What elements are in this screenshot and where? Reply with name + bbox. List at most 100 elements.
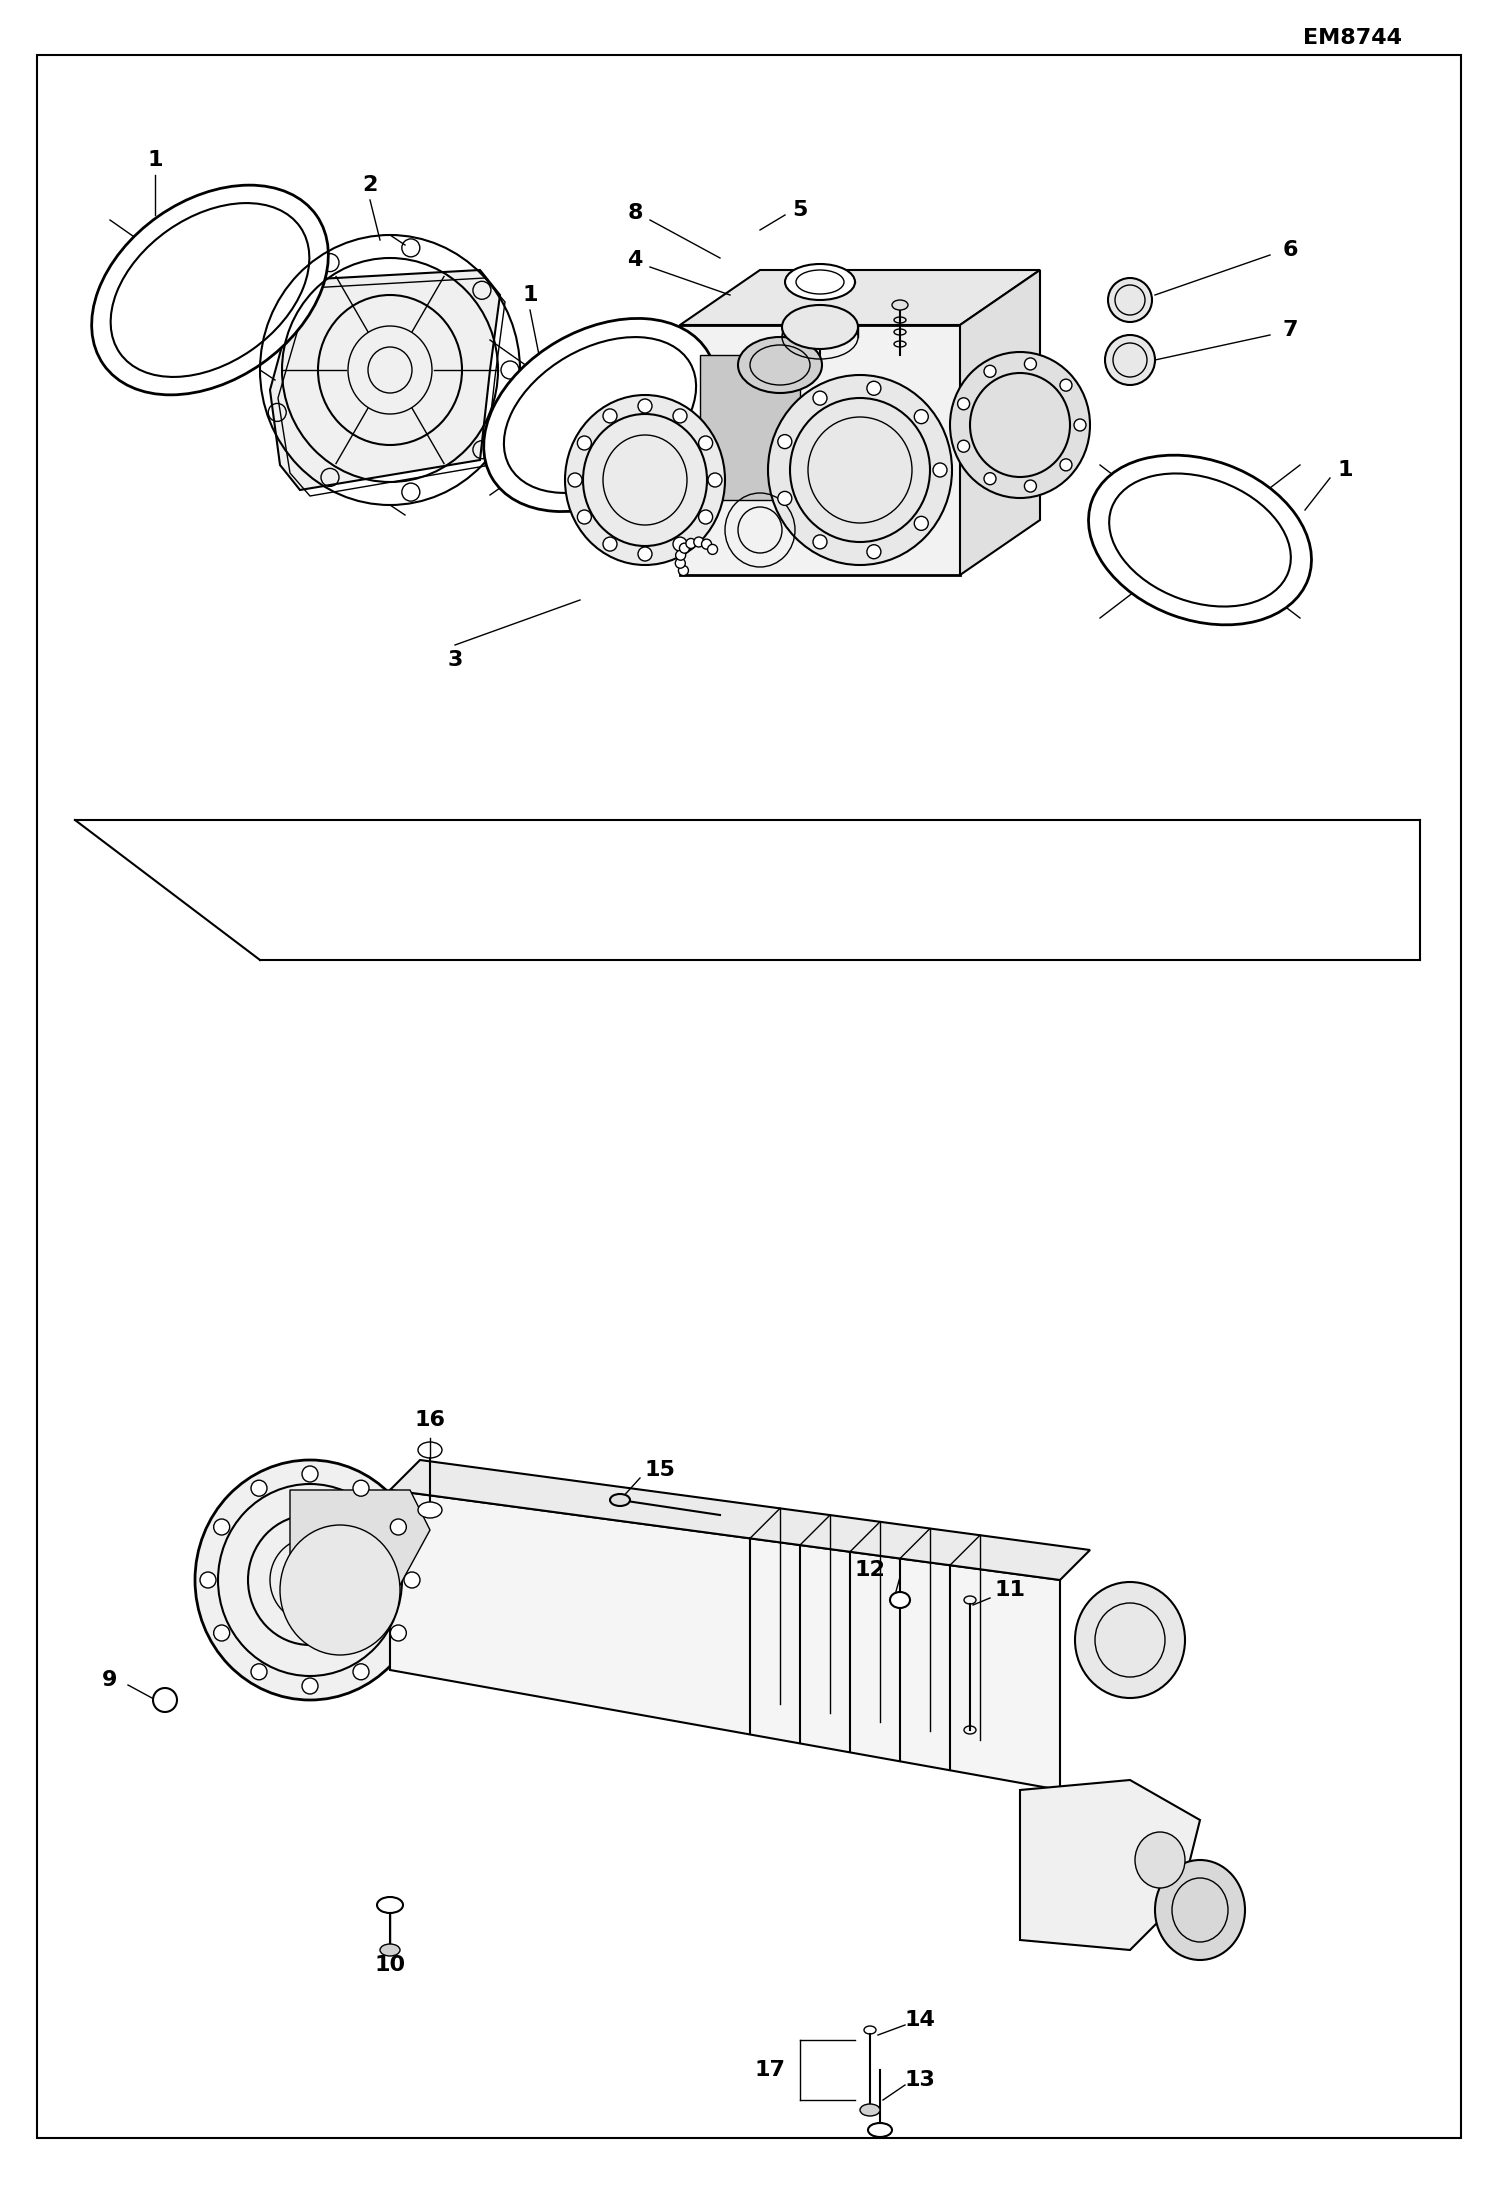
Ellipse shape: [1074, 419, 1086, 432]
Ellipse shape: [950, 353, 1091, 498]
Ellipse shape: [1109, 279, 1152, 322]
Polygon shape: [389, 1461, 1091, 1579]
Ellipse shape: [1155, 1860, 1245, 1961]
Text: 12: 12: [854, 1559, 885, 1579]
Ellipse shape: [380, 1943, 400, 1956]
Text: 13: 13: [905, 2070, 935, 2090]
Text: 8: 8: [628, 204, 643, 224]
Ellipse shape: [214, 1625, 229, 1640]
Ellipse shape: [698, 511, 713, 524]
Ellipse shape: [1076, 1581, 1185, 1697]
Ellipse shape: [201, 1572, 216, 1588]
Text: 16: 16: [415, 1410, 445, 1430]
Ellipse shape: [610, 1493, 631, 1507]
Ellipse shape: [867, 544, 881, 559]
Ellipse shape: [1061, 379, 1073, 390]
Ellipse shape: [867, 2123, 891, 2136]
Text: 10: 10: [374, 1954, 406, 1976]
Ellipse shape: [638, 546, 652, 561]
Ellipse shape: [1025, 357, 1037, 371]
Ellipse shape: [91, 184, 328, 395]
Ellipse shape: [984, 366, 996, 377]
Ellipse shape: [195, 1461, 425, 1700]
Ellipse shape: [377, 1897, 403, 1912]
Ellipse shape: [933, 463, 947, 478]
Ellipse shape: [777, 434, 792, 450]
Text: 6: 6: [1282, 239, 1297, 261]
Ellipse shape: [686, 539, 697, 548]
Ellipse shape: [676, 550, 686, 559]
Text: 1: 1: [147, 149, 163, 171]
Polygon shape: [1020, 1781, 1200, 1950]
Polygon shape: [680, 325, 960, 575]
Ellipse shape: [957, 397, 969, 410]
Ellipse shape: [785, 263, 855, 300]
Ellipse shape: [153, 1689, 177, 1713]
Ellipse shape: [694, 537, 704, 546]
Text: 4: 4: [628, 250, 643, 270]
Ellipse shape: [860, 2103, 879, 2116]
Ellipse shape: [303, 1678, 318, 1693]
Ellipse shape: [914, 515, 929, 531]
Ellipse shape: [891, 300, 908, 309]
Ellipse shape: [404, 1572, 419, 1588]
Ellipse shape: [1061, 458, 1073, 471]
Ellipse shape: [484, 318, 716, 511]
Polygon shape: [291, 1489, 430, 1640]
Text: 9: 9: [102, 1671, 118, 1691]
Text: 15: 15: [644, 1461, 676, 1480]
Ellipse shape: [604, 408, 617, 423]
Text: 11: 11: [995, 1579, 1026, 1601]
Ellipse shape: [698, 436, 713, 450]
Ellipse shape: [673, 408, 688, 423]
Ellipse shape: [568, 474, 583, 487]
Ellipse shape: [638, 399, 652, 412]
Text: 3: 3: [448, 649, 463, 671]
Ellipse shape: [1135, 1831, 1185, 1888]
Ellipse shape: [354, 1480, 369, 1496]
Ellipse shape: [673, 537, 688, 550]
Ellipse shape: [1106, 336, 1155, 386]
Ellipse shape: [813, 390, 827, 406]
Ellipse shape: [676, 559, 685, 568]
Ellipse shape: [701, 539, 712, 548]
Ellipse shape: [1089, 456, 1311, 625]
Ellipse shape: [604, 537, 617, 550]
Text: 7: 7: [1282, 320, 1297, 340]
Ellipse shape: [707, 544, 718, 555]
Ellipse shape: [813, 535, 827, 548]
Text: 2: 2: [363, 175, 377, 195]
Ellipse shape: [914, 410, 929, 423]
Polygon shape: [960, 270, 1040, 575]
Ellipse shape: [782, 305, 858, 349]
Ellipse shape: [252, 1480, 267, 1496]
Text: EM8744: EM8744: [1303, 29, 1402, 48]
Polygon shape: [389, 1489, 1061, 1789]
Ellipse shape: [957, 441, 969, 452]
Text: 17: 17: [755, 2059, 785, 2079]
Ellipse shape: [777, 491, 792, 504]
Ellipse shape: [214, 1520, 229, 1535]
Ellipse shape: [280, 1524, 400, 1656]
Ellipse shape: [565, 395, 725, 566]
Text: 1: 1: [523, 285, 538, 305]
Ellipse shape: [391, 1625, 406, 1640]
Ellipse shape: [391, 1520, 406, 1535]
Polygon shape: [700, 355, 800, 500]
Ellipse shape: [577, 511, 592, 524]
Ellipse shape: [867, 382, 881, 395]
Polygon shape: [270, 270, 500, 489]
Ellipse shape: [709, 474, 722, 487]
Ellipse shape: [768, 375, 953, 566]
Text: 14: 14: [905, 2011, 935, 2031]
Ellipse shape: [577, 436, 592, 450]
Text: 5: 5: [792, 200, 807, 219]
Ellipse shape: [303, 1465, 318, 1482]
Ellipse shape: [252, 1664, 267, 1680]
Ellipse shape: [984, 474, 996, 485]
Ellipse shape: [890, 1592, 909, 1607]
Ellipse shape: [354, 1664, 369, 1680]
Ellipse shape: [679, 566, 689, 575]
Polygon shape: [680, 270, 1040, 325]
Ellipse shape: [1025, 480, 1037, 491]
